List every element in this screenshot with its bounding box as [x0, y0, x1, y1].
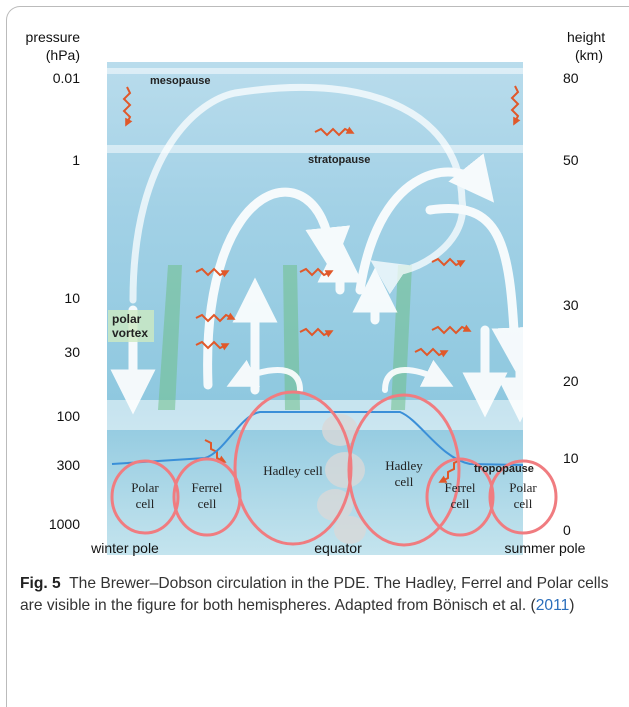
label: stratopause [308, 154, 370, 166]
axis-title: pressure [26, 29, 81, 45]
pressure-tick: 1 [72, 152, 80, 168]
cell-label: cell [136, 496, 155, 511]
location-label: equator [314, 540, 362, 556]
clouds [317, 414, 366, 544]
height-tick: 10 [563, 450, 579, 466]
axis-title: (km) [575, 47, 603, 63]
label: vortex [112, 326, 148, 340]
cell-label: Ferrel [444, 480, 475, 495]
cell-label: Hadley [385, 458, 423, 473]
pressure-tick: 1000 [49, 516, 80, 532]
caption-text: The Brewer–Dobson circulation in the PDE… [20, 575, 609, 614]
vortex-bg [108, 310, 154, 342]
bands [107, 68, 523, 430]
axis-title: (hPa) [46, 47, 80, 63]
citation-link[interactable]: 2011 [535, 597, 570, 614]
axis-title: height [567, 29, 605, 45]
caption-label: Fig. 5 [20, 575, 61, 592]
height-tick: 50 [563, 152, 579, 168]
figure: pressure (hPa) height (km) 0.01110301003… [26, 29, 606, 556]
label: polar [112, 312, 142, 326]
height-tick: 30 [563, 297, 579, 313]
cell-label: Hadley cell [263, 463, 323, 478]
height-tick: 80 [563, 70, 579, 86]
cells [110, 390, 558, 547]
cell-label: Polar [509, 480, 537, 495]
pressure-tick: 30 [64, 344, 80, 360]
cell-label: cell [198, 496, 217, 511]
height-tick: 20 [563, 373, 579, 389]
caption-end: ) [569, 597, 575, 614]
label: tropopause [474, 463, 534, 475]
pressure-tick: 0.01 [53, 70, 80, 86]
location-label: winter pole [90, 540, 159, 556]
cell-label: cell [451, 496, 470, 511]
wavy-arrows [122, 85, 521, 483]
cell-label: Polar [131, 480, 159, 495]
pressure-tick: 100 [57, 408, 81, 424]
height-tick: 0 [563, 522, 571, 538]
cell-label: cell [514, 496, 533, 511]
page: pressure (hPa) height (km) 0.01 1 10 30 100 3… [6, 6, 629, 707]
cell-label: cell [395, 474, 414, 489]
tropopause-line [111, 411, 524, 466]
label: mesopause [150, 75, 211, 87]
cell-label: Ferrel [191, 480, 222, 495]
frame [6, 6, 629, 707]
pressure-tick: 300 [57, 457, 81, 473]
white-arrows [110, 83, 543, 423]
pressure-tick: 10 [64, 290, 80, 306]
location-label: summer pole [505, 540, 586, 556]
caption: Fig. 5 The Brewer–Dobson circulation in … [20, 573, 615, 617]
